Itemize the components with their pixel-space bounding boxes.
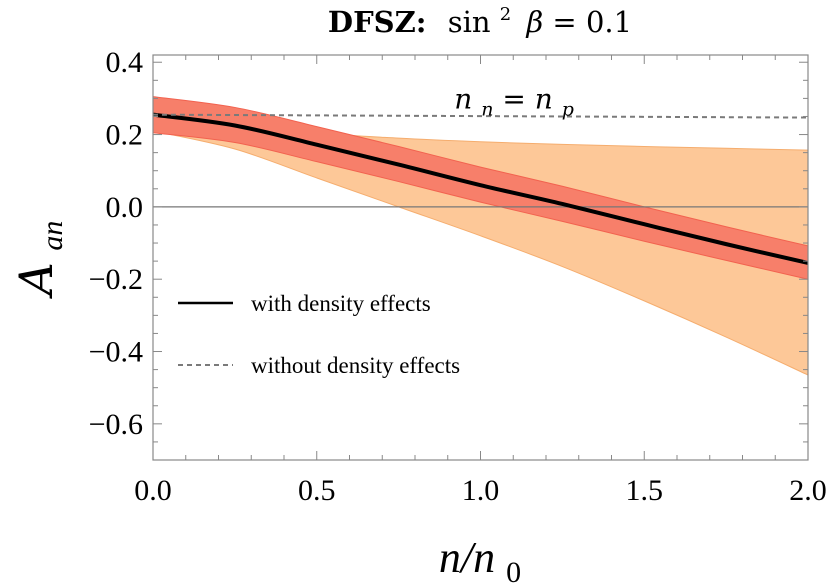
chart-title-rest: = 0.1 (552, 5, 632, 39)
chart-title-symbol: β (525, 5, 543, 39)
y-axis-label-main: A (9, 262, 63, 299)
annotation-eq: = (502, 82, 534, 115)
y-tick-label-3: −0.2 (89, 263, 143, 296)
annotation-b-sub: p (562, 98, 574, 120)
y-tick-labels: 0.4 0.2 0.0 −0.2 −0.4 −0.6 (89, 46, 143, 441)
y-tick-label-5: −0.6 (89, 408, 143, 441)
x-tick-label-4: 2.0 (789, 474, 827, 507)
series-lines (152, 112, 809, 265)
x-axis-label-sub: 0 (506, 556, 521, 586)
x-tick-label-0: 0.0 (134, 474, 172, 507)
legend: with density effects without density eff… (178, 291, 460, 378)
annotation-b: n (535, 82, 553, 115)
annotation-a-sub: n (481, 98, 493, 120)
y-axis-label: A an (9, 221, 69, 300)
chart-title-func: sin (448, 5, 491, 39)
chart-title: DFSZ: sin 2 β = 0.1 (328, 0, 632, 39)
x-tick-labels: 0.0 0.5 1.0 1.5 2.0 (134, 474, 827, 507)
x-tick-label-1: 0.5 (298, 474, 336, 507)
legend-label-with-density: with density effects (251, 291, 431, 316)
y-tick-label-0: 0.4 (106, 46, 144, 79)
chart-title-bold: DFSZ: (328, 5, 427, 39)
series-line-0 (152, 112, 809, 265)
annotation-nn-eq-np: n n = n p (454, 82, 574, 122)
y-tick-label-1: 0.2 (106, 119, 144, 152)
x-tick-label-2: 1.0 (462, 474, 500, 507)
chart-title-exp: 2 (500, 4, 511, 25)
legend-label-without-density: without density effects (251, 353, 460, 378)
uncertainty-bands (152, 96, 809, 376)
x-axis-label-main: n/n (439, 533, 495, 582)
y-tick-label-4: −0.4 (89, 336, 143, 369)
x-tick-label-3: 1.5 (626, 474, 664, 507)
x-axis-label: n/n 0 (439, 533, 521, 586)
series-line-1 (152, 113, 809, 119)
axis-ticks (152, 55, 809, 461)
annotation-a: n (454, 82, 472, 115)
y-axis-label-sub: an (36, 221, 69, 251)
y-tick-label-2: 0.0 (106, 191, 144, 224)
